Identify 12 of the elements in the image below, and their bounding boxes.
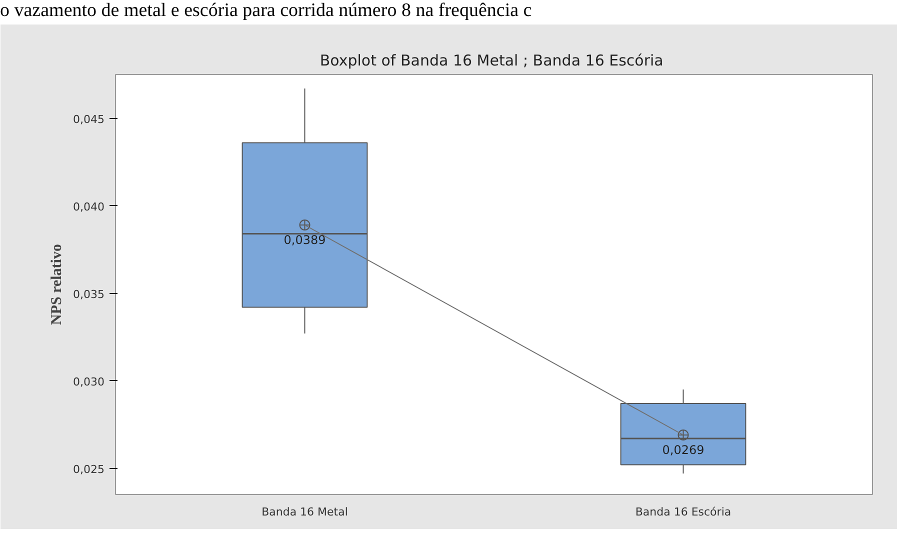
- y-tick-label: 0,025: [73, 462, 105, 476]
- y-axis-title: NPS relativo: [49, 244, 66, 325]
- y-tick-label: 0,040: [73, 200, 105, 214]
- x-tick-label: Banda 16 Escória: [635, 506, 732, 518]
- text: o vazamento de metal e escória para corrida número 8 na frequência c: [0, 0, 532, 22]
- y-tick-label: 0,045: [73, 112, 105, 126]
- data-label: 0,0389: [284, 233, 326, 247]
- y-tick-label: 0,035: [73, 288, 105, 301]
- data-label: 0,0269: [662, 443, 704, 457]
- chart-title: Boxplot of Banda 16 Metal ; Banda 16 Escória: [320, 52, 664, 70]
- x-tick-label: Banda 16 Metal: [262, 506, 348, 518]
- y-tick-label: 0,030: [73, 375, 105, 388]
